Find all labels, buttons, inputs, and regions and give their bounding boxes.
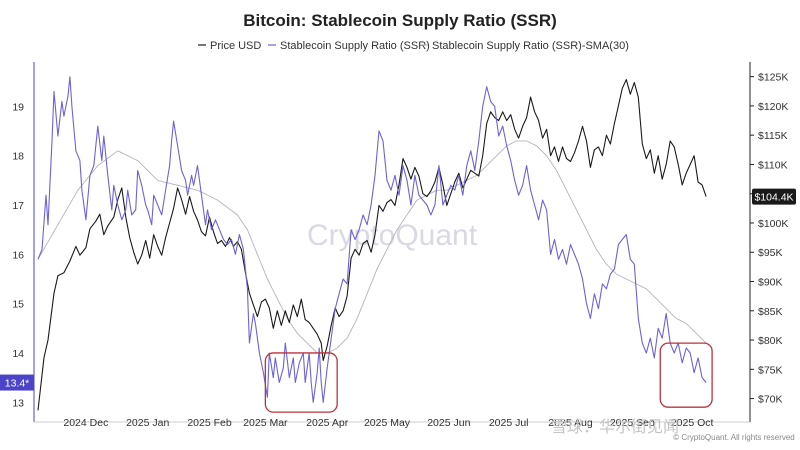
x-tick-label: 2024 Dec [63,417,108,429]
left-tick-label: 15 [12,299,24,311]
watermark-xueqiu: 雪球：华尔街见闻 [551,417,679,436]
axes: 13 14 15 16 17 18 19 $70K $75K $80K $85K $90K $95K $1… [0,62,796,429]
x-tick-label: 2025 Jan [126,417,169,429]
x-tick-label: 2025 May [364,417,411,429]
right-tick-label: $125K [758,72,788,84]
x-tick-label: 2025 Jul [489,417,529,429]
right-tick-label: $85K [758,306,783,318]
ssr-current-badge [0,374,34,391]
x-tick-label: 2025 Apr [306,417,349,429]
right-tick-label: $100K [758,218,788,230]
left-tick-label: 14 [12,348,24,360]
price-current-badge [752,188,796,205]
plot-area [37,76,713,413]
right-tick-label: $70K [758,394,783,406]
legend-ssr-sma30[interactable]: Stablecoin Supply Ratio (SSR)-SMA(30) [432,40,629,52]
series-line-ssr[interactable] [37,76,707,403]
right-tick-label: $90K [758,277,783,289]
x-tick-label: 2025 Aug [548,417,593,429]
legend-price-usd[interactable]: Price USD [210,40,261,52]
watermark-cryptoquant: CryptoQuant [307,219,478,252]
x-tick-label: 2025 Sep [610,417,655,429]
price-current-value: $104.4K [754,192,793,204]
x-tick-label: 2025 Jun [427,417,470,429]
right-tick-label: $95K [758,247,783,259]
right-tick-label: $110K [758,159,788,171]
watermark-copyright: © CryptoQuant. All rights reserved [673,433,795,442]
legend-ssr[interactable]: Stablecoin Supply Ratio (SSR) [280,40,430,52]
x-tick-label: 2025 Oct [671,417,714,429]
left-tick-label: 16 [12,249,24,261]
highlight-box-2 [659,342,713,408]
highlight-box-1 [264,352,338,413]
right-tick-label: $120K [758,101,788,113]
x-tick-label: 2025 Feb [187,417,232,429]
chart-title: Bitcoin: Stablecoin Supply Ratio (SSR) [243,11,557,30]
left-tick-label: 13 [12,397,24,409]
series-line-ssr-sma30[interactable] [37,140,707,354]
series-line-price-usd[interactable] [37,79,707,411]
right-tick-label: $115K [758,130,788,142]
legend: Price USD Stablecoin Supply Ratio (SSR) … [198,40,629,52]
right-tick-label: $80K [758,335,783,347]
left-tick-label: 18 [12,151,24,163]
ssr-current-value: 13.4* [5,378,30,390]
left-tick-label: 19 [12,101,24,113]
left-tick-label: 17 [12,200,24,212]
right-tick-label: $75K [758,364,783,376]
x-tick-label: 2025 Mar [243,417,288,429]
